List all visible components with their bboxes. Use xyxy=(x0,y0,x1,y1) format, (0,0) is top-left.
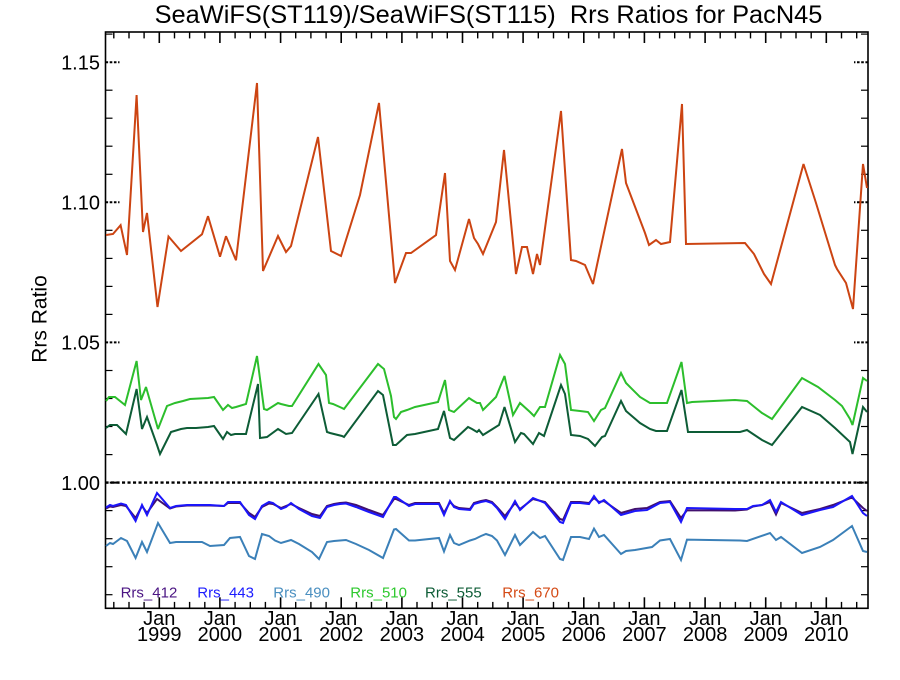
svg-text:Jan: Jan xyxy=(264,608,296,630)
svg-text:Rrs_490: Rrs_490 xyxy=(273,584,330,601)
svg-text:1.00: 1.00 xyxy=(61,473,100,495)
svg-text:Jan: Jan xyxy=(750,608,782,630)
svg-text:1.05: 1.05 xyxy=(61,333,100,355)
svg-text:Rrs_510: Rrs_510 xyxy=(350,584,407,601)
svg-text:1.10: 1.10 xyxy=(61,193,100,215)
svg-text:Jan: Jan xyxy=(386,608,418,630)
svg-text:Jan: Jan xyxy=(568,608,600,630)
svg-text:2001: 2001 xyxy=(258,624,303,646)
svg-text:Rrs_443: Rrs_443 xyxy=(197,584,254,601)
svg-text:Jan: Jan xyxy=(446,608,478,630)
svg-text:Jan: Jan xyxy=(689,608,721,630)
svg-text:Rrs_555: Rrs_555 xyxy=(425,584,482,601)
svg-text:Rrs_412: Rrs_412 xyxy=(121,584,178,601)
svg-text:2003: 2003 xyxy=(380,624,425,646)
svg-text:2005: 2005 xyxy=(501,624,546,646)
svg-text:2006: 2006 xyxy=(562,624,607,646)
svg-text:2009: 2009 xyxy=(743,624,788,646)
svg-text:Jan: Jan xyxy=(810,608,842,630)
svg-text:1.15: 1.15 xyxy=(61,52,100,74)
svg-text:Jan: Jan xyxy=(143,608,175,630)
svg-text:Jan: Jan xyxy=(507,608,539,630)
svg-text:Jan: Jan xyxy=(204,608,236,630)
svg-text:2010: 2010 xyxy=(804,624,849,646)
svg-text:Jan: Jan xyxy=(628,608,660,630)
svg-text:2002: 2002 xyxy=(319,624,364,646)
svg-text:Rrs Ratio: Rrs Ratio xyxy=(29,275,52,363)
svg-text:SeaWiFS(ST119)/SeaWiFS(ST115): SeaWiFS(ST119)/SeaWiFS(ST115) Rrs Ratios… xyxy=(155,1,823,29)
svg-text:Rrs_670: Rrs_670 xyxy=(502,584,559,601)
svg-text:Jan: Jan xyxy=(325,608,357,630)
svg-text:1999: 1999 xyxy=(137,624,182,646)
svg-text:2000: 2000 xyxy=(198,624,243,646)
svg-text:2008: 2008 xyxy=(683,624,728,646)
svg-text:2004: 2004 xyxy=(440,624,485,646)
svg-text:2007: 2007 xyxy=(622,624,667,646)
